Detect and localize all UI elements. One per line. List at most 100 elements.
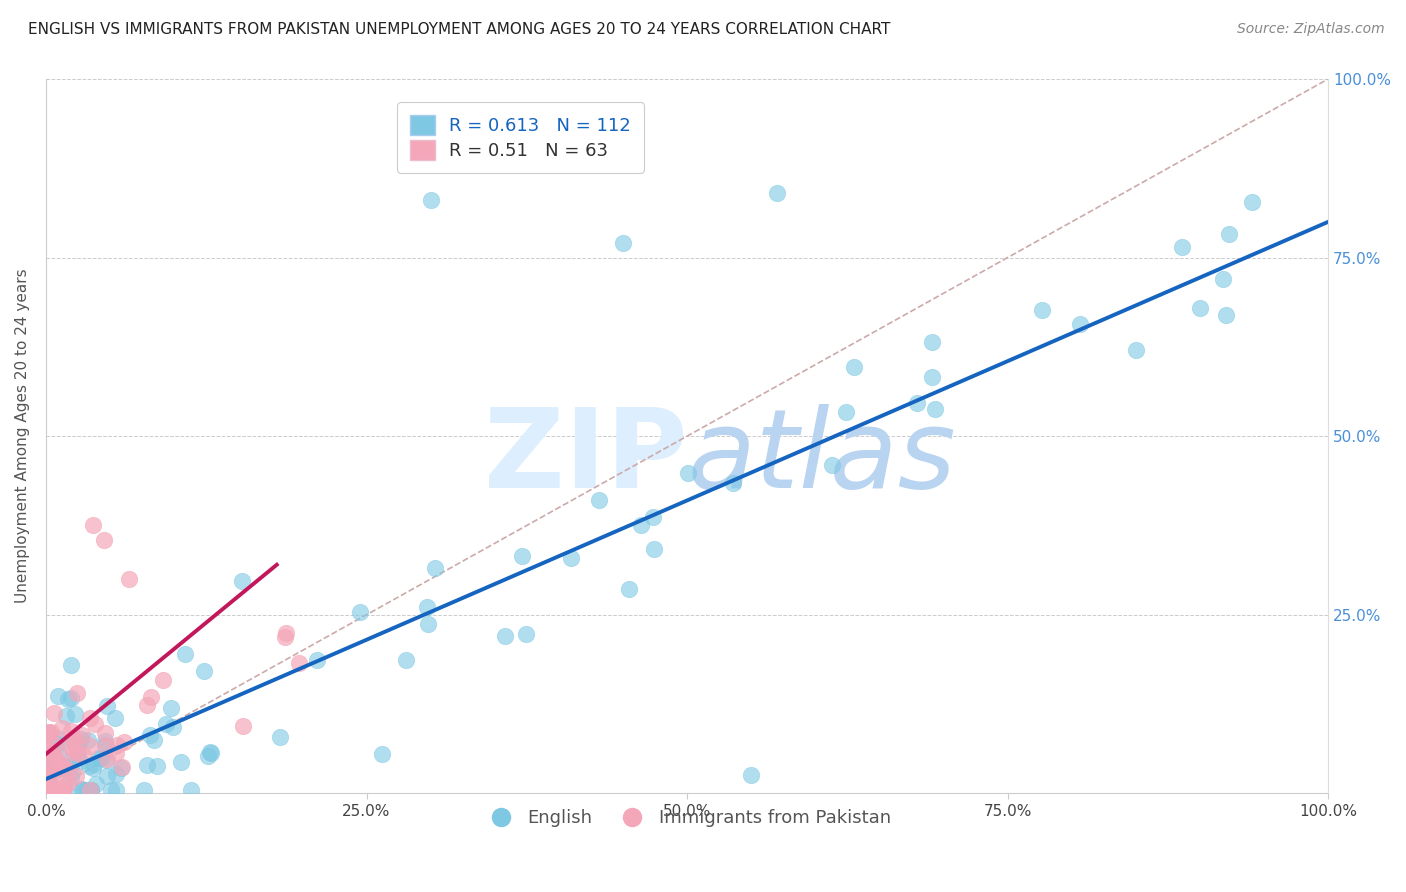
Point: [35, 782, 58, 797]
Point: [80, 782, 103, 797]
Text: ENGLISH VS IMMIGRANTS FROM PAKISTAN UNEMPLOYMENT AMONG AGES 20 TO 24 YEARS CORRE: ENGLISH VS IMMIGRANTS FROM PAKISTAN UNEM…: [28, 22, 890, 37]
Point: [37, 761, 59, 775]
Point: [62, 746, 84, 760]
Point: [49, 761, 72, 775]
Point: [42, 747, 65, 762]
Point: [104, 746, 127, 760]
Point: [1171, 240, 1194, 254]
Point: [136, 698, 159, 712]
Point: [37, 743, 59, 757]
Point: [142, 733, 165, 747]
Point: [288, 657, 311, 671]
Point: [77, 758, 100, 772]
Point: [70, 731, 93, 746]
Point: [66, 746, 89, 760]
Point: [52, 782, 75, 797]
Point: [72, 747, 94, 762]
Point: [105, 738, 128, 752]
Point: [80, 782, 103, 797]
Point: [118, 572, 141, 586]
Point: [349, 605, 371, 619]
Point: [73, 782, 96, 797]
Point: [72, 781, 94, 796]
Point: [48, 757, 70, 772]
Point: [42, 782, 65, 797]
Point: [90, 751, 112, 765]
Point: [51, 782, 73, 797]
Point: [1031, 302, 1053, 317]
Point: [1188, 301, 1211, 315]
Point: [197, 748, 219, 763]
Point: [921, 370, 943, 384]
Point: [39, 778, 62, 792]
Point: [48, 782, 70, 797]
Point: [37, 756, 59, 771]
Point: [93, 726, 115, 740]
Point: [842, 360, 865, 375]
Point: [56, 776, 79, 790]
Point: [232, 719, 254, 733]
Point: [42, 772, 65, 787]
Point: [63, 735, 86, 749]
Point: [494, 629, 516, 643]
Point: [1241, 195, 1264, 210]
Point: [55, 782, 77, 797]
Point: [39, 782, 62, 797]
Text: Source: ZipAtlas.com: Source: ZipAtlas.com: [1237, 22, 1385, 37]
Point: [416, 600, 439, 615]
Point: [35, 742, 58, 756]
Point: [46, 737, 69, 751]
Point: [45, 751, 67, 765]
Point: [58, 759, 80, 773]
Point: [200, 746, 222, 760]
Point: [510, 549, 533, 564]
Point: [676, 466, 699, 480]
Point: [139, 727, 162, 741]
Point: [59, 691, 82, 706]
Point: [146, 759, 169, 773]
Point: [70, 782, 93, 797]
Point: [59, 723, 82, 738]
Point: [83, 757, 105, 772]
Point: [35, 760, 58, 774]
Point: [46, 782, 69, 797]
Point: [274, 625, 297, 640]
Point: [1125, 343, 1147, 358]
Point: [630, 518, 652, 533]
Point: [924, 402, 946, 417]
Point: [37, 782, 59, 797]
Legend: English, Immigrants from Pakistan: English, Immigrants from Pakistan: [475, 802, 898, 834]
Point: [371, 747, 394, 761]
Point: [79, 739, 101, 754]
Point: [136, 758, 159, 772]
Point: [48, 762, 70, 776]
Point: [419, 194, 441, 208]
Point: [51, 782, 73, 797]
Point: [51, 722, 73, 736]
Point: [588, 492, 610, 507]
Point: [612, 236, 634, 251]
Point: [49, 757, 72, 772]
Point: [46, 782, 69, 797]
Point: [93, 533, 115, 547]
Point: [104, 711, 127, 725]
Point: [269, 730, 291, 744]
Point: [110, 762, 132, 776]
Point: [1215, 308, 1237, 322]
Point: [560, 550, 582, 565]
Point: [721, 476, 744, 491]
Point: [112, 735, 135, 749]
Point: [52, 782, 75, 797]
Point: [60, 772, 83, 786]
Point: [96, 699, 118, 714]
Point: [76, 782, 98, 797]
Point: [87, 751, 110, 765]
Point: [1218, 227, 1240, 241]
Point: [180, 782, 202, 797]
Point: [66, 686, 89, 700]
Point: [834, 405, 856, 419]
Point: [84, 777, 107, 791]
Point: [79, 711, 101, 725]
Point: [37, 772, 59, 786]
Point: [49, 782, 72, 797]
